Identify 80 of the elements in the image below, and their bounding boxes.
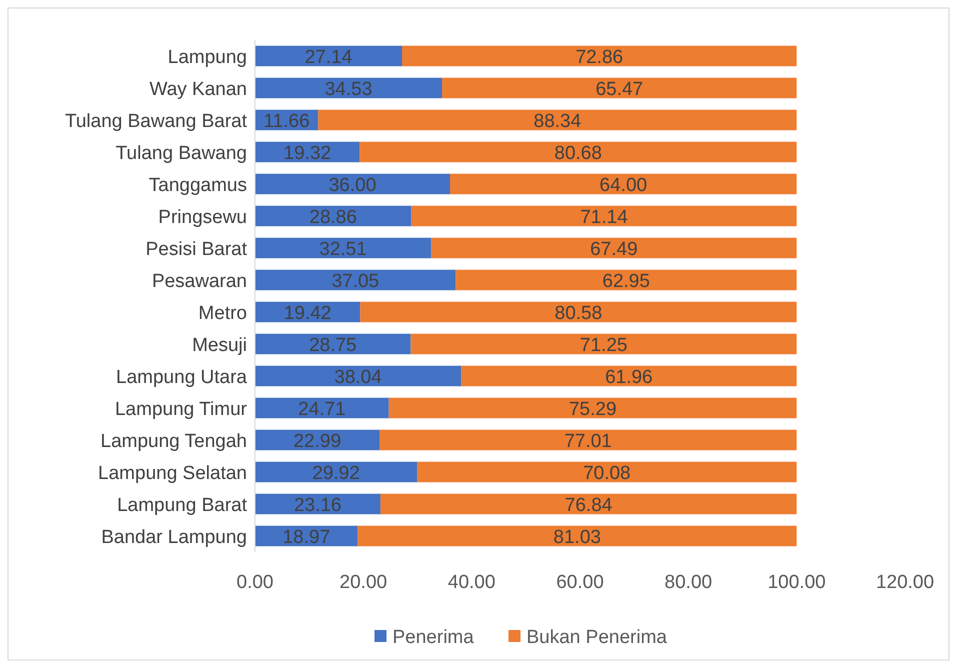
data-label: 36.00: [328, 174, 376, 196]
bar: [255, 398, 389, 418]
bar: [461, 366, 797, 386]
data-label: 88.34: [534, 110, 582, 132]
y-tick-label: Metro: [198, 302, 247, 324]
x-tick-label: 40.00: [448, 572, 496, 593]
bar: [411, 206, 797, 226]
x-tick-label: 0.00: [236, 572, 274, 593]
data-label: 61.96: [605, 366, 653, 388]
data-label: 76.84: [564, 494, 613, 516]
x-tick-label: 120.00: [876, 572, 934, 593]
data-label: 64.00: [600, 174, 648, 196]
bar: [360, 302, 797, 322]
data-label: 62.95: [602, 270, 650, 292]
data-label: 22.99: [293, 430, 342, 452]
y-tick-label: Lampung Tengah: [100, 430, 247, 452]
data-label: 65.47: [596, 78, 644, 100]
y-tick-label: Tulang Bawang: [116, 142, 247, 164]
data-label: 32.51: [319, 238, 367, 260]
bar: [255, 174, 450, 194]
y-tick-label: Pesawaran: [152, 270, 247, 292]
data-label: 80.68: [554, 142, 602, 164]
legend-label: Penerima: [392, 626, 474, 648]
data-label: 67.49: [590, 238, 638, 260]
data-label: 19.32: [284, 142, 332, 164]
data-label: 77.01: [564, 430, 612, 452]
y-tick-label: Mesuji: [192, 334, 247, 356]
bar: [360, 142, 797, 162]
y-tick-label: Tanggamus: [148, 174, 247, 196]
data-label: 23.16: [294, 494, 342, 516]
bar: [255, 238, 432, 258]
bar: [380, 494, 797, 514]
data-label: 24.71: [298, 398, 346, 420]
legend-label: Bukan Penerima: [526, 626, 668, 648]
y-tick-label: Way Kanan: [149, 78, 247, 100]
data-label: 80.58: [554, 302, 602, 324]
data-label: 71.25: [580, 334, 628, 356]
data-label: 28.86: [309, 206, 357, 228]
bar: [358, 526, 797, 546]
data-label: 11.66: [264, 110, 310, 132]
data-label: 37.05: [332, 270, 380, 292]
data-label: 29.92: [312, 462, 360, 484]
x-tick-label: 100.00: [768, 572, 826, 593]
y-tick-label: Pringsewu: [158, 206, 247, 228]
bar: [410, 334, 797, 354]
y-tick-label: Bandar Lampung: [101, 526, 247, 548]
data-label: 19.42: [284, 302, 332, 324]
bar: [417, 462, 797, 482]
bar: [450, 174, 797, 194]
y-tick-label: Lampung Selatan: [98, 462, 247, 484]
bar: [402, 46, 797, 66]
bar: [255, 366, 462, 386]
y-tick-label: Pesisi Barat: [146, 238, 248, 260]
bar: [442, 78, 797, 98]
bar: [255, 46, 402, 66]
data-label: 75.29: [568, 398, 617, 420]
x-tick-label: 80.00: [664, 572, 712, 593]
bar: [255, 78, 442, 98]
y-tick-label: Lampung Utara: [116, 366, 248, 388]
bar: [431, 238, 797, 258]
y-tick-label: Tulang Bawang Barat: [64, 110, 248, 132]
bar: [380, 430, 797, 450]
y-tick-label: Lampung Barat: [117, 494, 248, 516]
data-label: 72.86: [576, 46, 624, 68]
data-label: 34.53: [324, 78, 372, 100]
bar: [255, 270, 456, 290]
data-label: 18.97: [282, 526, 330, 548]
x-tick-label: 20.00: [340, 572, 388, 593]
data-label: 81.03: [553, 526, 601, 548]
data-label: 70.08: [583, 462, 631, 484]
y-tick-label: Lampung: [168, 46, 247, 68]
bar: [456, 270, 797, 290]
data-label: 38.04: [334, 366, 382, 388]
x-tick-label: 60.00: [556, 572, 604, 593]
data-label: 27.14: [304, 46, 353, 68]
bar: [388, 398, 797, 418]
bar: [318, 110, 797, 130]
data-label: 71.14: [580, 206, 628, 228]
data-label: 28.75: [309, 334, 357, 356]
y-tick-label: Lampung Timur: [114, 398, 248, 420]
